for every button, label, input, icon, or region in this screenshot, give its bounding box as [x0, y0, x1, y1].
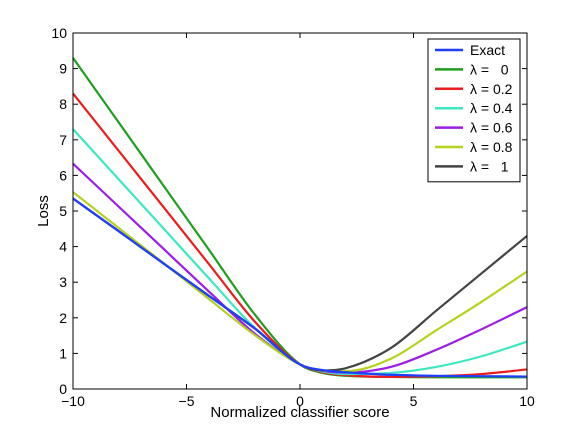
legend: Exact λ = 0 λ = 0.2 λ = 0.4 λ = 0.6 λ = 0.8 λ …	[427, 38, 521, 183]
legend-label: λ = 1	[470, 158, 509, 174]
legend-label: Exact	[470, 42, 505, 58]
legend-label: λ = 0.6	[470, 120, 513, 136]
legend-label: λ = 0.8	[470, 139, 513, 155]
x-tick-label: 10	[519, 393, 535, 409]
y-tick-label: 2	[59, 310, 67, 326]
y-tick-label: 8	[59, 96, 67, 112]
x-tick-label: −10	[61, 393, 85, 409]
y-tick-label: 6	[59, 167, 67, 183]
y-tick-label: 4	[59, 239, 67, 255]
y-tick-label: 7	[59, 132, 67, 148]
y-tick-label: 3	[59, 274, 67, 290]
y-tick-label: 5	[59, 203, 67, 219]
legend-label: λ = 0.4	[470, 100, 513, 116]
y-tick-label: 9	[59, 61, 67, 77]
legend-label: λ = 0.2	[470, 81, 513, 97]
series-layer	[72, 57, 528, 379]
y-tick-label: 10	[51, 25, 67, 41]
x-axis-label: Normalized classifier score	[210, 404, 389, 421]
y-tick-label: 0	[59, 381, 67, 397]
y-axis-label: Loss	[35, 195, 52, 227]
legend-label: λ = 0	[470, 61, 509, 77]
legend-box	[427, 38, 521, 183]
series-line-0	[72, 197, 528, 378]
x-tick-label: −5	[179, 393, 195, 409]
x-tick-label: 5	[410, 393, 418, 409]
x-tick-label: 0	[296, 393, 304, 409]
tick-layer: −10 −5 0 5 10 0 1 2 3 4 5 6 7 8 9 10	[51, 25, 535, 409]
y-tick-label: 1	[59, 345, 67, 361]
